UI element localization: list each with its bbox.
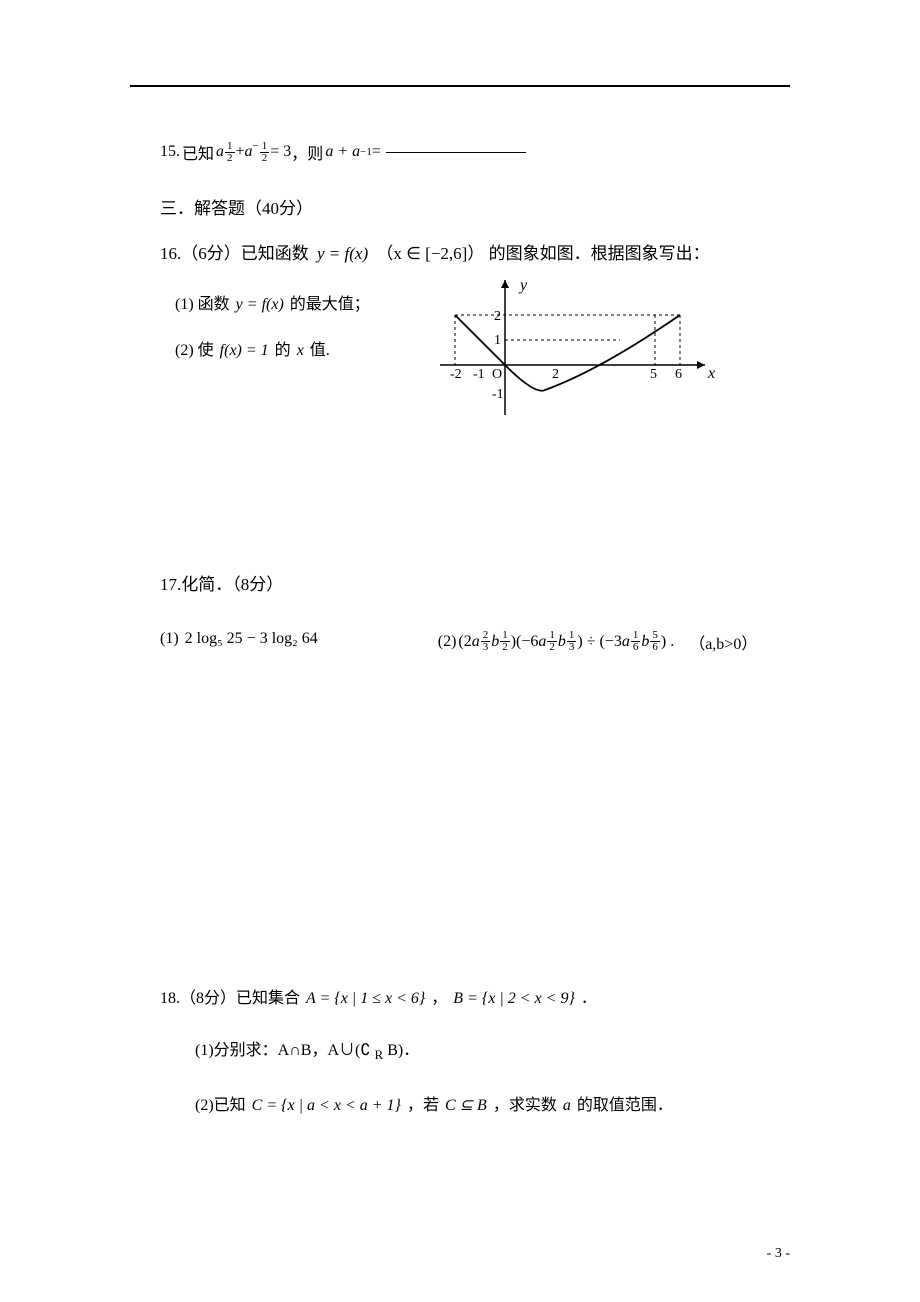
svg-text:6: 6	[675, 367, 682, 382]
q18-title: 18.（8分）已知集合 A = {x | 1 ≤ x < 6} ， B = {x…	[160, 984, 790, 1008]
q18-sub2: (2)已知 C = {x | a < x < a + 1} ，若 C ⊆ B ，…	[195, 1091, 790, 1115]
q15-prefix: 已知	[182, 140, 214, 164]
page-top-border	[130, 85, 790, 87]
q15-tail: =	[372, 143, 381, 161]
question-18: 18.（8分）已知集合 A = {x | 1 ≤ x < 6} ， B = {x…	[160, 984, 790, 1115]
q15-exp2: − 1 2	[253, 141, 271, 164]
svg-text:-1: -1	[473, 367, 485, 382]
q15-exp3: −1	[360, 146, 372, 158]
page-content: 15. 已知 a 1 2 + a − 1 2 = 3 ，则 a + a −1 =…	[160, 140, 790, 1115]
q15-equals: = 3	[270, 143, 291, 161]
q15-blank	[386, 152, 526, 153]
svg-text:O: O	[492, 367, 502, 382]
function-graph: y x O -2 -1 2 5 6 1 2 -1	[440, 270, 720, 420]
q15-then: ，则	[291, 140, 323, 164]
svg-text:2: 2	[552, 367, 559, 382]
svg-text:-2: -2	[450, 367, 462, 382]
page-number: - 3 -	[767, 1246, 790, 1262]
q17-title: 17.化简．（8分）	[160, 570, 790, 595]
graph-svg: y x O -2 -1 2 5 6 1 2 -1	[440, 270, 720, 420]
q15-var-a1: a	[216, 143, 224, 161]
q18-sub1: (1)分别求：A∩B，A∪(∁ R B)．	[195, 1036, 790, 1063]
q16-label: 16.（6分）已知函数	[160, 244, 309, 263]
section-3-title: 三．解答题（40分）	[160, 194, 790, 219]
q15-exp1: 1 2	[225, 141, 235, 164]
question-16: 16.（6分）已知函数 y = f(x) （x ∈ [−2,6]） 的图象如图．…	[160, 239, 790, 270]
q16-func: y = f(x)	[317, 244, 368, 263]
q15-formula-b: a + a	[325, 143, 360, 161]
q16-suffix: 的图象如图．根据图象写出：	[489, 244, 710, 263]
q15-plus: +	[236, 143, 245, 161]
q16-domain: （x ∈ [−2,6]）	[376, 244, 484, 263]
q17-parts: (1) 2 log₅ 25 − 3 log₂ 64 (2) (2 a 23 b …	[160, 630, 790, 654]
svg-text:1: 1	[494, 333, 501, 348]
question-17: 17.化简．（8分） (1) 2 log₅ 25 − 3 log₂ 64 (2)…	[160, 570, 790, 654]
svg-text:x: x	[707, 365, 715, 382]
svg-text:-1: -1	[492, 387, 504, 402]
q15-number: 15.	[160, 143, 180, 161]
svg-text:2: 2	[494, 309, 501, 324]
svg-text:5: 5	[650, 367, 657, 382]
question-15: 15. 已知 a 1 2 + a − 1 2 = 3 ，则 a + a −1 =	[160, 140, 790, 164]
q17-part2: (2) (2 a 23 b 12 )(−6 a 12 b 13 ) ÷ (−3 …	[438, 630, 758, 654]
q15-var-a2: a	[245, 143, 253, 161]
svg-text:y: y	[518, 277, 528, 294]
q17-part1: (1) 2 log₅ 25 − 3 log₂ 64	[160, 630, 318, 654]
